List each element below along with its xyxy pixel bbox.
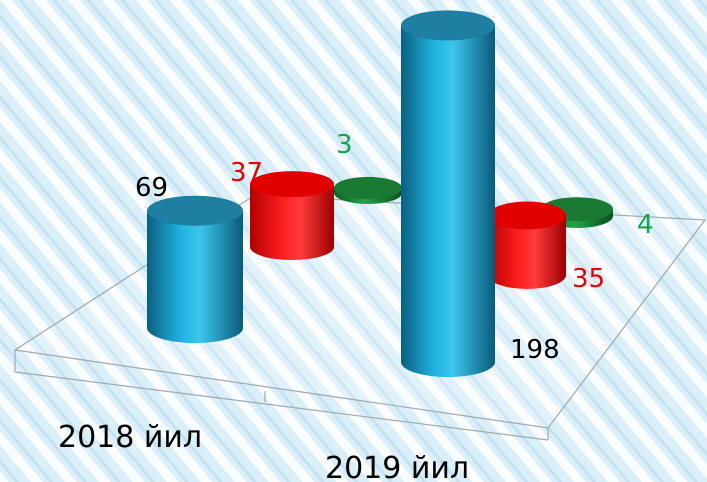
bar-2019-series2 bbox=[488, 201, 566, 289]
bar-2019-series1 bbox=[401, 10, 495, 378]
category-label-2018: 2018 йил bbox=[58, 420, 202, 455]
bar-body bbox=[147, 210, 243, 343]
bar-2018-series3 bbox=[334, 176, 402, 204]
data-label-2018-series3: 3 bbox=[336, 130, 353, 160]
bar-top bbox=[147, 195, 243, 226]
data-label-2018-series1: 69 bbox=[135, 173, 168, 203]
data-label-2018-series2: 37 bbox=[230, 158, 263, 188]
bar-top bbox=[334, 176, 402, 199]
bar-body bbox=[250, 184, 334, 260]
bar-top bbox=[401, 10, 495, 41]
bar-top bbox=[250, 171, 334, 198]
bar-2018-series2 bbox=[250, 171, 334, 260]
bar-top bbox=[488, 201, 566, 230]
bar-2018-series1 bbox=[147, 195, 243, 343]
data-label-2019-series2: 35 bbox=[572, 264, 605, 294]
category-label-2019: 2019 йил bbox=[325, 451, 469, 482]
bar-body bbox=[401, 25, 495, 378]
bar-body bbox=[488, 215, 566, 289]
chart-marks bbox=[147, 10, 613, 378]
floor-front bbox=[14, 371, 549, 441]
data-label-2019-series3: 4 bbox=[637, 210, 654, 240]
data-label-2019-series1: 198 bbox=[510, 335, 560, 365]
